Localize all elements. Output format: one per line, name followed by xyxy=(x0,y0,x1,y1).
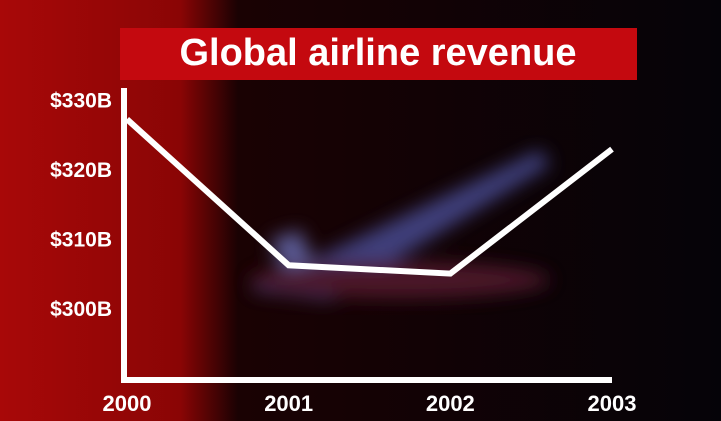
y-tick-label: $310B xyxy=(50,228,112,251)
line-series xyxy=(124,117,614,277)
title-box xyxy=(120,28,637,80)
chart-title: Global airline revenue xyxy=(179,32,576,74)
x-tick-label: 2003 xyxy=(588,391,637,416)
x-tick-label: 2000 xyxy=(103,391,152,416)
x-tick-label: 2001 xyxy=(264,391,313,416)
y-tick-label: $300B xyxy=(50,298,112,321)
blurred-plane xyxy=(250,150,550,300)
y-tick-label: $330B xyxy=(50,89,112,112)
y-tick-label: $320B xyxy=(50,159,112,182)
x-tick-label: 2002 xyxy=(426,391,475,416)
